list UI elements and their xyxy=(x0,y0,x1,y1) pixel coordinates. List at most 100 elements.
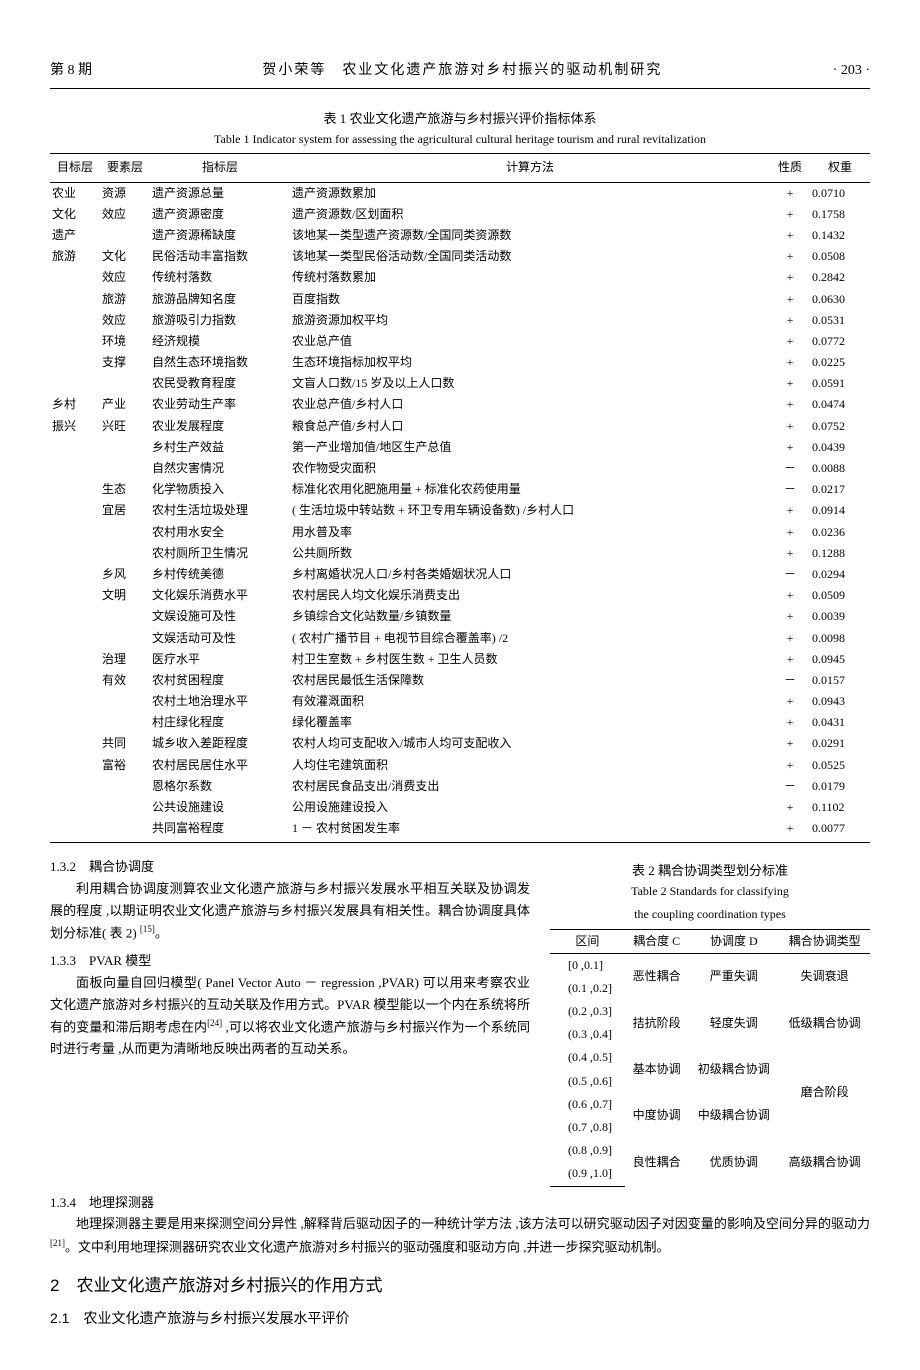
table2-cell: 基本协调 xyxy=(625,1046,689,1092)
table2-subtitle1: Table 2 Standards for classifying xyxy=(550,882,870,901)
table1-subtitle: Table 1 Indicator system for assessing t… xyxy=(50,130,870,149)
table1-cell: + xyxy=(770,733,810,754)
text: 地理探测器主要是用来探测空间分异性 ,解释背后驱动因子的一种统计学方法 ,该方法… xyxy=(76,1216,870,1231)
table2-cell: 高级耦合协调 xyxy=(779,1139,870,1186)
table1-cell: 遗产 xyxy=(50,225,100,246)
table2-cell: (0.6 ,0.7] xyxy=(550,1093,625,1116)
table2: 区间耦合度 C协调度 D耦合协调类型 [0 ,0.1]恶性耦合严重失调失调衰退(… xyxy=(550,929,870,1187)
table1-cell: 0.0439 xyxy=(810,437,870,458)
table1-cell xyxy=(50,670,100,691)
table1-cell: 公共设施建设 xyxy=(150,797,290,818)
table1-cell: 环境 xyxy=(100,331,150,352)
table1-cell: + xyxy=(770,267,810,288)
section-1-3-4-para: 地理探测器主要是用来探测空间分异性 ,解释背后驱动因子的一种统计学方法 ,该方法… xyxy=(50,1213,870,1258)
table1-cell: 传统村落数累加 xyxy=(290,267,770,288)
table2-header: 协调度 D xyxy=(688,929,779,953)
table2-cell: 优质协调 xyxy=(688,1139,779,1186)
table1-cell xyxy=(50,522,100,543)
table1-cell xyxy=(100,458,150,479)
table1-cell: 文盲人口数/15 岁及以上人口数 xyxy=(290,373,770,394)
table1-cell: 乡镇综合文化站数量/乡镇数量 xyxy=(290,606,770,627)
table1-cell: 0.0591 xyxy=(810,373,870,394)
table1-cell: 医疗水平 xyxy=(150,649,290,670)
section-1-3-3-head: 1.3.3 PVAR 模型 xyxy=(50,951,530,972)
table1-cell: + xyxy=(770,649,810,670)
table1-cell: 宜居 xyxy=(100,500,150,521)
table2-subtitle2: the coupling coordination types xyxy=(550,905,870,924)
table1-cell: 0.0236 xyxy=(810,522,870,543)
table1-cell xyxy=(50,818,100,843)
table1-cell: 生态 xyxy=(100,479,150,500)
table1-cell: 农村居民最低生活保障数 xyxy=(290,670,770,691)
table2-cell: 拮抗阶段 xyxy=(625,1000,689,1046)
table1-cell: + xyxy=(770,246,810,267)
table1-cell xyxy=(50,733,100,754)
table1-cell: 城乡收入差距程度 xyxy=(150,733,290,754)
table1-cell xyxy=(50,500,100,521)
table1-cell: 文明 xyxy=(100,585,150,606)
table1-cell: 效应 xyxy=(100,204,150,225)
table1-cell: 旅游 xyxy=(50,246,100,267)
table1-cell xyxy=(50,649,100,670)
table1-cell: 旅游资源加权平均 xyxy=(290,310,770,331)
table1-cell: 富裕 xyxy=(100,755,150,776)
table2-cell: (0.5 ,0.6] xyxy=(550,1070,625,1093)
table1-cell: 0.0088 xyxy=(810,458,870,479)
table2-cell: (0.7 ,0.8] xyxy=(550,1116,625,1139)
table1-cell xyxy=(50,289,100,310)
table1-cell xyxy=(100,373,150,394)
table1: 目标层要素层指标层计算方法性质权重 农业资源遗产资源总量遗产资源数累加+0.07… xyxy=(50,153,870,843)
table1-cell: + xyxy=(770,373,810,394)
table1-cell: 该地某一类型遗产资源数/全国同类资源数 xyxy=(290,225,770,246)
table2-cell: 轻度失调 xyxy=(688,1000,779,1046)
table2-title: 表 2 耦合协调类型划分标准 xyxy=(550,861,870,882)
table1-cell: 0.0509 xyxy=(810,585,870,606)
citation: [24] xyxy=(207,1018,222,1028)
table1-cell: 产业 xyxy=(100,394,150,415)
table1-cell xyxy=(100,225,150,246)
table1-cell: + xyxy=(770,182,810,204)
table1-cell: + xyxy=(770,437,810,458)
table1-cell: － xyxy=(770,670,810,691)
section-1-3-4-head: 1.3.4 地理探测器 xyxy=(50,1193,870,1214)
table1-cell xyxy=(100,522,150,543)
table1-cell: 文化娱乐消费水平 xyxy=(150,585,290,606)
table1-cell: 0.0098 xyxy=(810,628,870,649)
table1-cell: 0.0431 xyxy=(810,712,870,733)
table1-cell: + xyxy=(770,712,810,733)
table1-cell xyxy=(100,712,150,733)
table2-cell: 良性耦合 xyxy=(625,1139,689,1186)
table1-cell: 0.0077 xyxy=(810,818,870,843)
running-title: 贺小荣等 农业文化遗产旅游对乡村振兴的驱动机制研究 xyxy=(262,60,662,82)
table1-cell: + xyxy=(770,394,810,415)
citation: [15] xyxy=(140,924,155,934)
table1-cell: 农村厕所卫生情况 xyxy=(150,543,290,564)
table1-cell: 遗产资源总量 xyxy=(150,182,290,204)
table1-cell: 该地某一类型民俗活动数/全国同类活动数 xyxy=(290,246,770,267)
table1-cell: 旅游吸引力指数 xyxy=(150,310,290,331)
table1-cell: 人均住宅建筑面积 xyxy=(290,755,770,776)
table2-cell: (0.8 ,0.9] xyxy=(550,1139,625,1162)
table1-cell: + xyxy=(770,818,810,843)
table1-cell xyxy=(50,437,100,458)
table1-cell: 生态环境指标加权平均 xyxy=(290,352,770,373)
table1-cell: 粮食总产值/乡村人口 xyxy=(290,416,770,437)
table1-cell: + xyxy=(770,585,810,606)
table1-cell xyxy=(50,585,100,606)
table1-cell: 1 － 农村贫困发生率 xyxy=(290,818,770,843)
table1-cell xyxy=(50,606,100,627)
table1-cell: 农村居民人均文化娱乐消费支出 xyxy=(290,585,770,606)
table1-cell: + xyxy=(770,691,810,712)
table1-cell: 自然生态环境指数 xyxy=(150,352,290,373)
table1-cell: 公用设施建设投入 xyxy=(290,797,770,818)
table1-cell: 农业总产值/乡村人口 xyxy=(290,394,770,415)
table1-cell: 0.0179 xyxy=(810,776,870,797)
table1-cell: 标准化农用化肥施用量 + 标准化农药使用量 xyxy=(290,479,770,500)
table1-header: 指标层 xyxy=(150,154,290,182)
table1-cell: 0.0039 xyxy=(810,606,870,627)
table1-cell xyxy=(50,755,100,776)
section-2-1-heading: 2.1 农业文化遗产旅游与乡村振兴发展水平评价 xyxy=(50,1307,870,1329)
section-1-3-2-para: 利用耦合协调度测算农业文化遗产旅游与乡村振兴发展水平相互关联及协调发展的程度 ,… xyxy=(50,878,530,945)
table1-cell: 村卫生室数 + 乡村医生数 + 卫生人员数 xyxy=(290,649,770,670)
table1-cell: 文化 xyxy=(50,204,100,225)
